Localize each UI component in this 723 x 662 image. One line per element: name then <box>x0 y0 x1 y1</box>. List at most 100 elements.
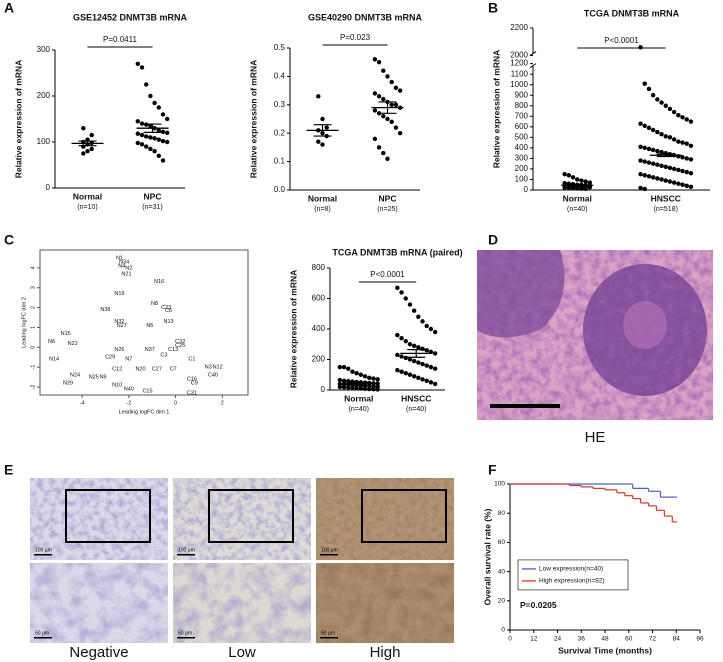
data-point <box>432 366 438 371</box>
n-label: (n=40) <box>567 206 587 213</box>
data-point <box>403 371 408 376</box>
data-point <box>160 129 166 135</box>
point-label: C7 <box>170 367 177 373</box>
data-point <box>346 385 351 390</box>
data-point <box>432 351 438 356</box>
data-point <box>638 121 643 126</box>
image-label: Negative <box>69 644 128 661</box>
legend-box <box>517 559 629 591</box>
point-label: N9 <box>100 375 107 381</box>
data-point <box>638 158 643 163</box>
data-point <box>646 146 652 152</box>
point-label: C32 <box>175 339 185 345</box>
x-tick-label: 72 <box>649 636 657 643</box>
data-point <box>135 61 140 66</box>
y-tick-label: 400 <box>312 324 326 333</box>
data-point <box>650 161 656 166</box>
data-point <box>376 145 382 150</box>
data-point <box>375 387 380 392</box>
data-point <box>680 140 685 145</box>
point-label: C13 <box>168 347 178 353</box>
point-label: N29 <box>63 381 73 387</box>
data-point <box>337 377 343 383</box>
data-point <box>367 386 372 392</box>
point-label: N32 <box>114 319 124 325</box>
data-point <box>583 186 588 192</box>
p-value: P=0.0411 <box>103 35 137 44</box>
chart-title: TCGA DNMT3B mRNA <box>584 8 680 18</box>
data-point <box>362 386 368 391</box>
point-label: N12 <box>213 365 223 371</box>
point-label: C15 <box>142 388 152 394</box>
data-point <box>399 369 404 374</box>
data-point <box>416 314 421 319</box>
data-point <box>350 369 355 374</box>
y-tick-label: 0.1 <box>274 157 286 166</box>
point-label: C27 <box>152 367 162 373</box>
x-tick-label: 96 <box>696 636 704 643</box>
data-point <box>638 185 643 191</box>
data-point <box>642 173 647 178</box>
data-point <box>638 144 643 150</box>
data-point <box>403 355 408 361</box>
data-point <box>381 150 386 156</box>
n-label: (n=40) <box>406 406 426 413</box>
data-point <box>139 132 145 138</box>
panel-letter: C <box>4 232 14 248</box>
point-label: C25 <box>175 343 185 349</box>
point-label: C16 <box>187 377 197 383</box>
point-label: N10 <box>112 383 122 389</box>
data-point <box>646 125 652 131</box>
data-point <box>663 164 668 170</box>
data-point <box>642 186 647 192</box>
point-label: C40 <box>208 373 218 379</box>
data-point <box>667 179 673 184</box>
y-axis-label: Relative expression of mRNA <box>13 60 23 179</box>
data-point <box>688 119 694 124</box>
data-point <box>671 109 677 115</box>
data-point <box>650 127 656 133</box>
plot-frame <box>39 249 249 396</box>
x-tick-label: 36 <box>578 636 586 643</box>
p-value: P=0.0205 <box>520 600 557 610</box>
data-point <box>152 100 157 106</box>
data-point <box>688 170 694 176</box>
data-point <box>341 364 347 370</box>
y-tick-label: -2 <box>30 385 36 390</box>
data-point <box>570 175 576 180</box>
data-point <box>85 149 90 154</box>
point-label: N7 <box>125 357 132 363</box>
data-point <box>156 128 161 133</box>
data-point <box>135 119 140 124</box>
y-tick-label: -1 <box>30 365 36 370</box>
chart-title: TCGA DNMT3B mRNA (paired) <box>332 247 462 257</box>
y-tick-label: 800 <box>312 263 326 272</box>
data-point <box>663 103 668 108</box>
data-point <box>428 326 434 332</box>
data-point <box>411 358 417 364</box>
x-tick-label: NPC <box>144 191 162 201</box>
data-point <box>376 60 382 65</box>
x-tick-label: HNSCC <box>401 393 431 403</box>
data-point <box>407 342 413 347</box>
y-tick-label: 0.0 <box>274 185 286 194</box>
x-tick-label: 12 <box>530 636 538 643</box>
y-tick-label: 2 <box>30 306 36 309</box>
data-point <box>407 302 413 307</box>
data-point <box>341 378 347 384</box>
data-point <box>680 168 685 174</box>
y-tick-label: 200 <box>515 164 529 173</box>
data-point <box>148 93 153 99</box>
data-point <box>156 153 161 158</box>
data-point <box>676 167 681 173</box>
data-point <box>358 372 364 377</box>
data-point <box>381 113 386 119</box>
point-label: N38 <box>100 307 110 313</box>
data-point <box>587 185 593 190</box>
data-point <box>156 137 161 142</box>
data-point <box>160 158 166 163</box>
data-point <box>148 146 153 152</box>
data-point <box>389 79 394 85</box>
legend-label: High expression(n=92) <box>539 578 605 585</box>
